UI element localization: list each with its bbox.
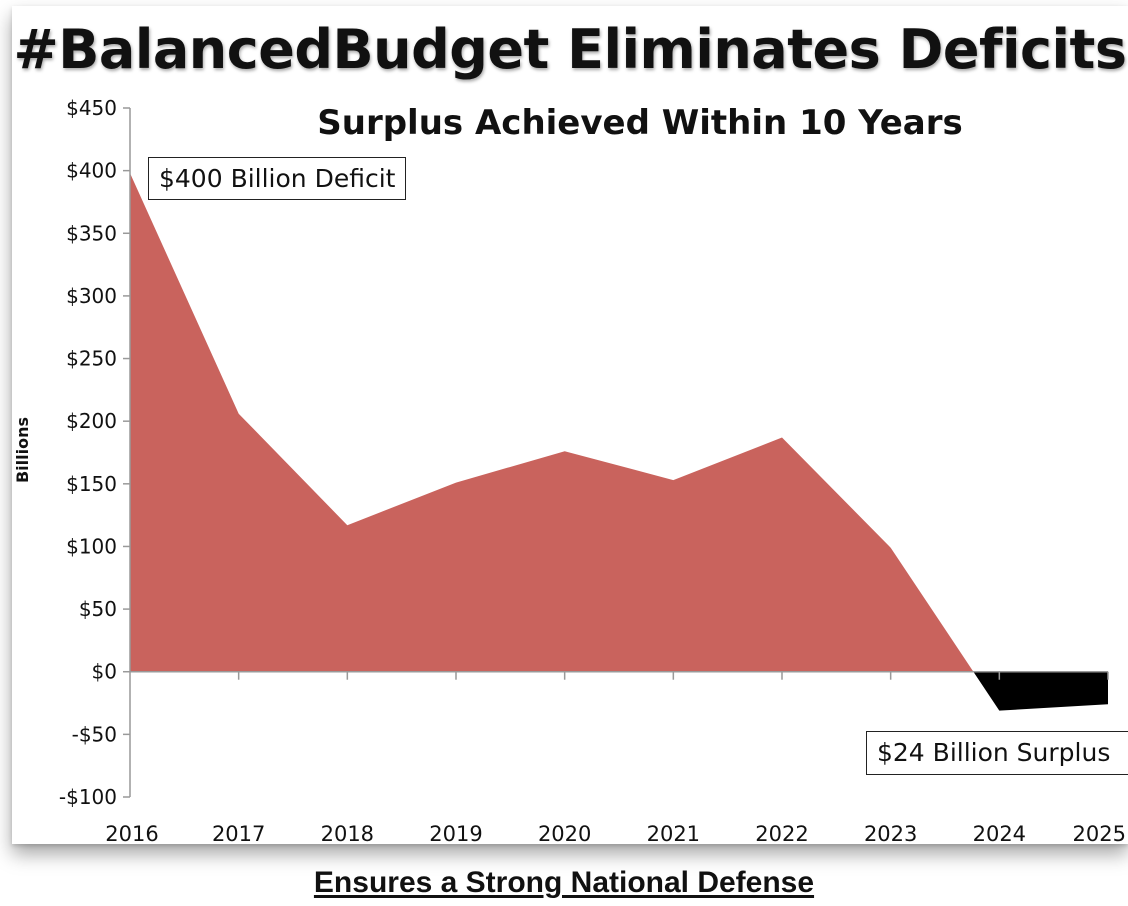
annotation-surplus: $24 Billion Surplus xyxy=(866,731,1128,775)
footer-text: Ensures a Strong National Defense xyxy=(313,866,815,899)
axes-layer xyxy=(123,107,1109,798)
y-axis-label: Billions xyxy=(13,417,32,483)
x-tick-label: 2016 xyxy=(105,822,158,846)
x-tick-label: 2024 xyxy=(973,822,1026,846)
y-tick-label: $350 xyxy=(66,221,117,245)
x-tick-label: 2021 xyxy=(647,822,700,846)
x-tick-label: 2017 xyxy=(212,822,265,846)
y-tick-label: $0 xyxy=(92,660,117,684)
x-tick-label: 2022 xyxy=(755,822,808,846)
x-ticks: 2016 2017 2018 2019 2020 2021 2022 2023 2024 2025 xyxy=(105,822,1126,846)
y-tick-label: $300 xyxy=(66,284,117,308)
surplus-area xyxy=(973,671,1108,711)
deficit-area xyxy=(130,173,974,672)
footer-caption: Ensures a Strong National Defense xyxy=(0,866,1128,900)
y-tick-label: $150 xyxy=(66,472,117,496)
x-tick-label: 2020 xyxy=(538,822,591,846)
x-tick-label: 2018 xyxy=(321,822,374,846)
y-tick-label: -$50 xyxy=(72,722,117,746)
y-tick-label: $50 xyxy=(79,597,117,621)
y-tick-label: $250 xyxy=(66,347,117,371)
y-tick-label: $450 xyxy=(66,96,117,120)
area-layer xyxy=(130,173,1108,711)
x-tick-label: 2025 xyxy=(1073,822,1126,846)
y-ticks: $450 $400 $350 $300 $250 $200 $150 $100 $50 $0 -$5… xyxy=(59,96,117,809)
x-tick-label: 2023 xyxy=(864,822,917,846)
x-tick-label: 2019 xyxy=(429,822,482,846)
page-title: #BalancedBudget Eliminates Deficits xyxy=(13,18,1127,81)
y-tick-label: $100 xyxy=(66,534,117,558)
annotation-deficit: $400 Billion Deficit xyxy=(148,157,407,200)
y-tick-label: -$100 xyxy=(59,785,117,809)
y-tick-label: $200 xyxy=(66,409,117,433)
chart-subtitle: Surplus Achieved Within 10 Years xyxy=(317,103,963,143)
y-tick-label: $400 xyxy=(66,159,117,183)
